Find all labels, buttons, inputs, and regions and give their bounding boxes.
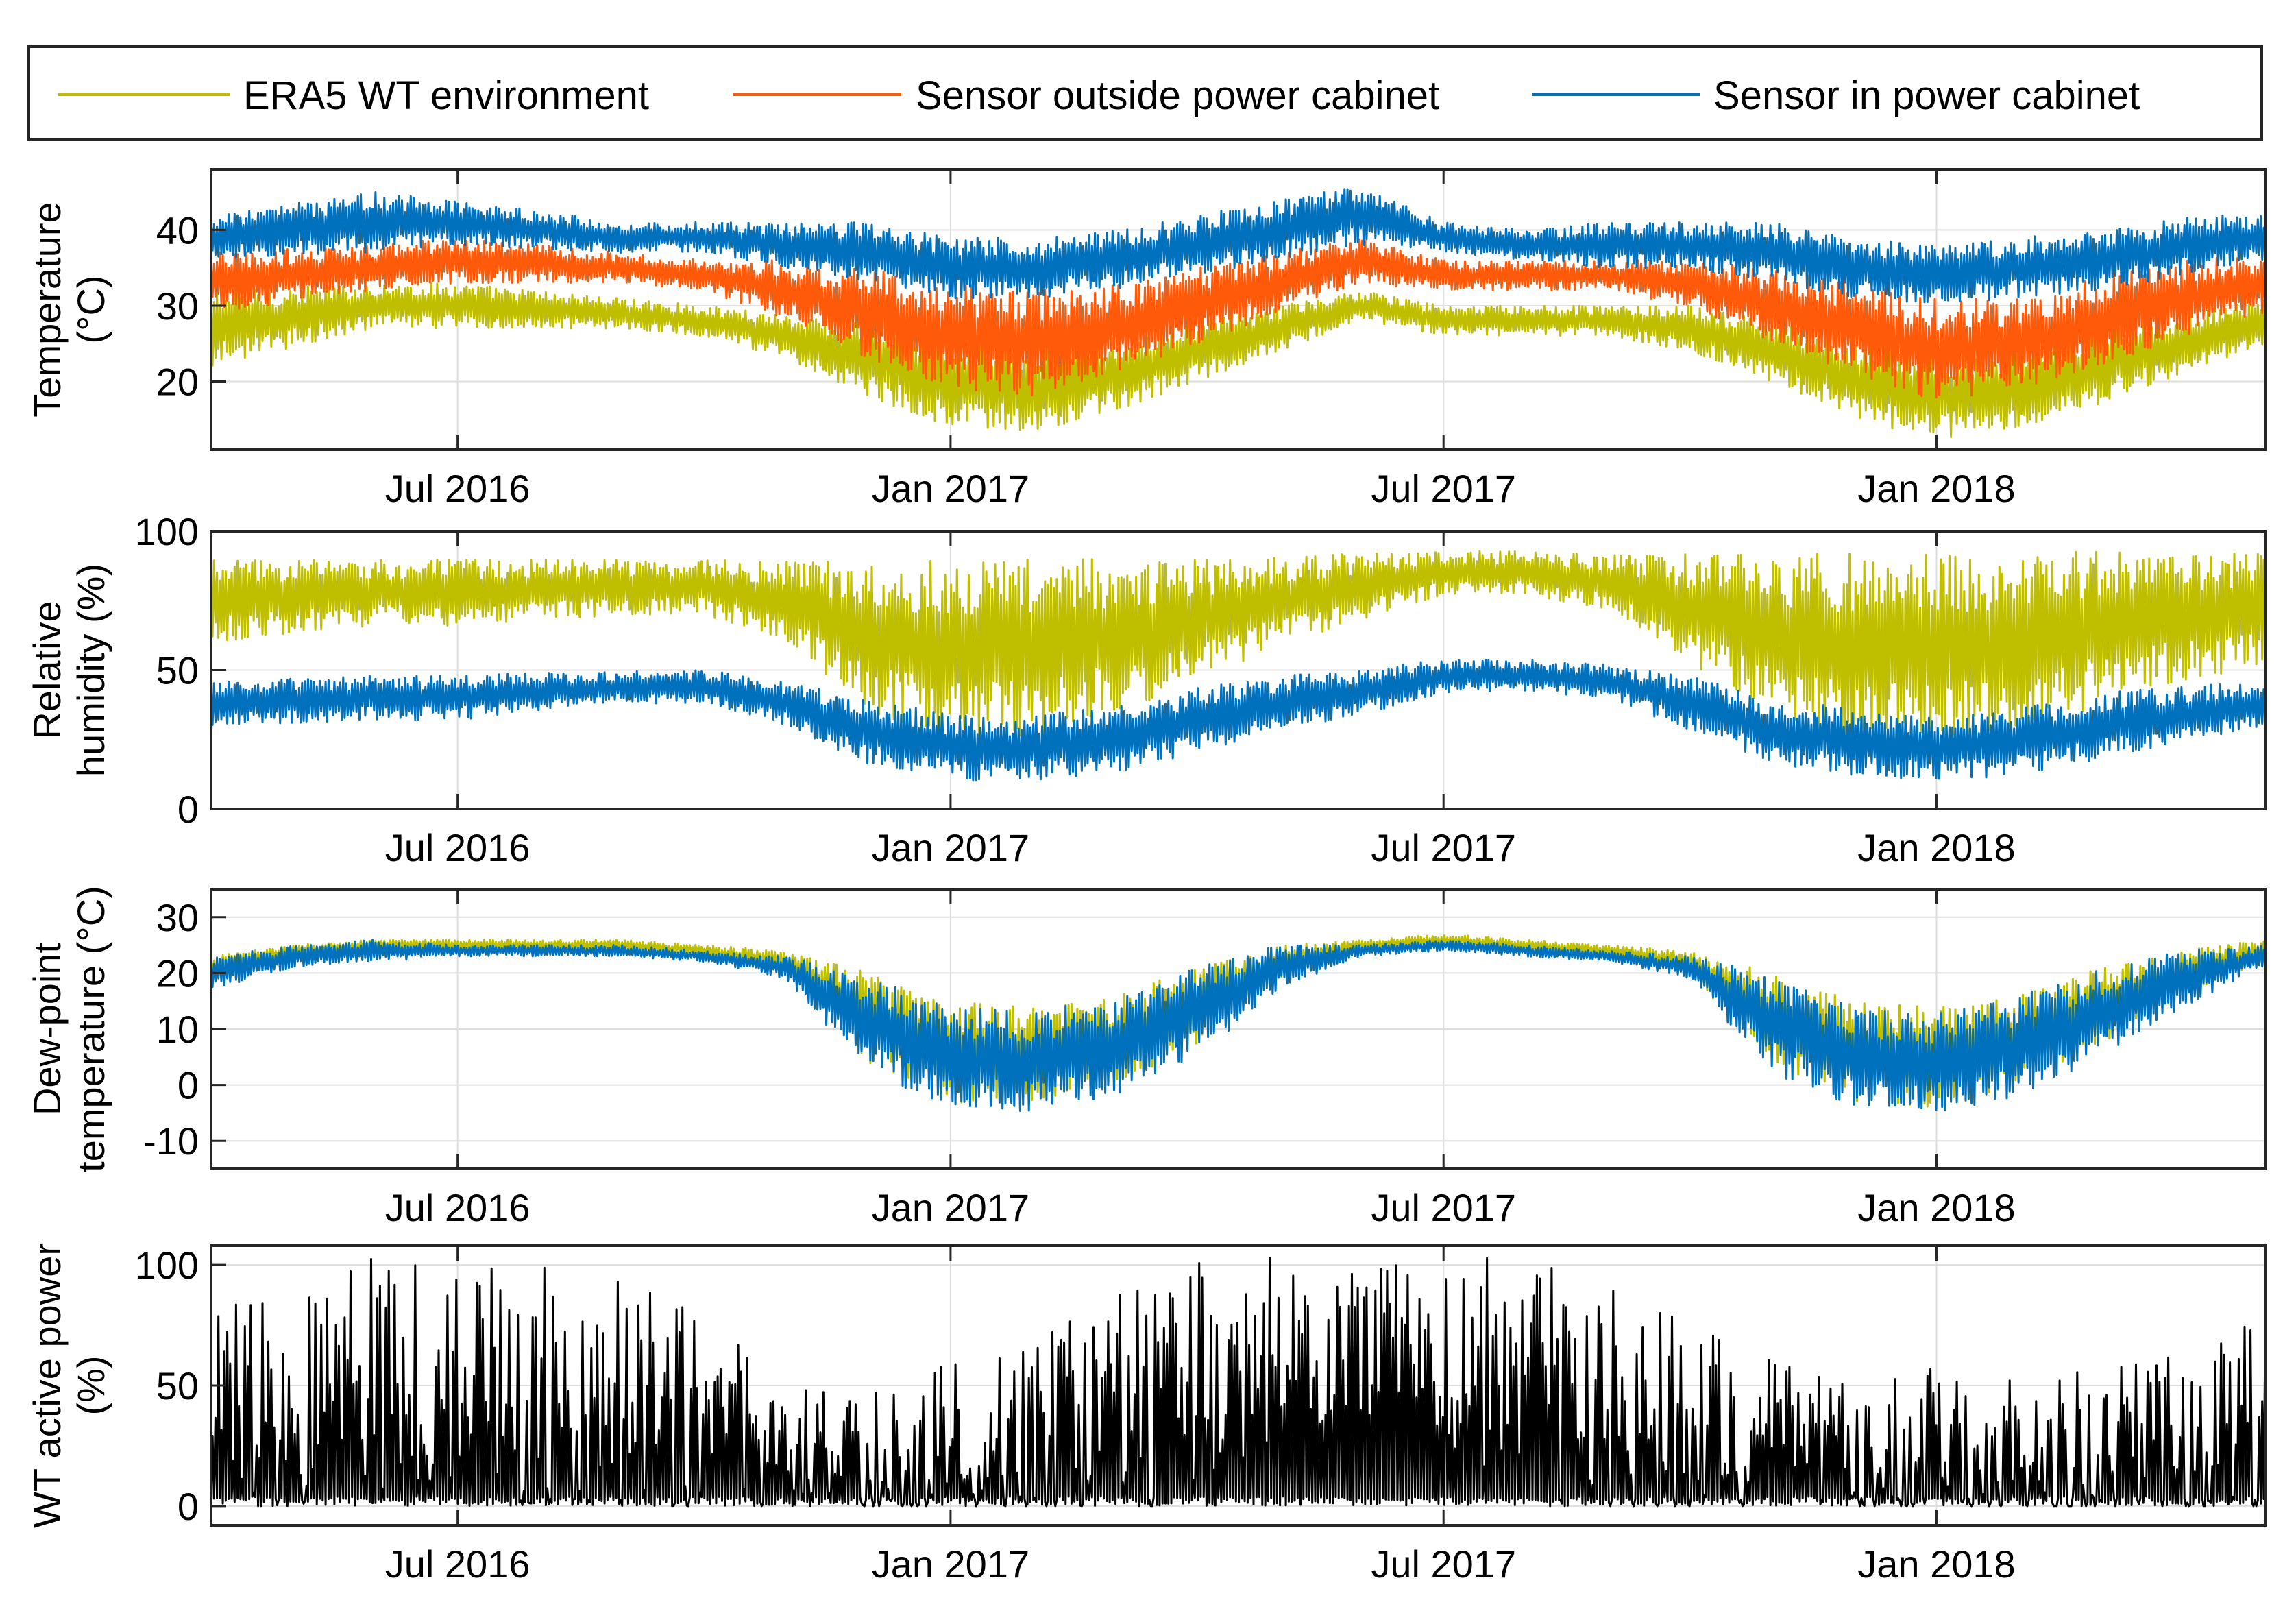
series-group xyxy=(211,934,2265,1112)
x-tick-label: Jul 2016 xyxy=(385,1542,530,1586)
series-line-sensor-in-power-cabinet xyxy=(211,658,2265,782)
series-line-sensor-in-power-cabinet xyxy=(211,188,2265,304)
y-tick-label: 0 xyxy=(178,788,199,831)
y-tick-label: 50 xyxy=(156,649,199,692)
y-tick-label: 100 xyxy=(135,1244,199,1287)
x-tick-label: Jul 2016 xyxy=(385,826,530,869)
y-tick-label: 0 xyxy=(178,1064,199,1107)
legend-label-outside: Sensor outside power cabinet xyxy=(916,73,1439,118)
dew-point-panel: -10 0 10 20 30 Jul 2016 Jan 2017 Jul 2017 Jan 20… xyxy=(25,886,2267,1229)
temperature-panel: 20 30 40 Jul 2016 Jan 2017 Jul 2017 Jan 2018 Te… xyxy=(25,168,2267,510)
axes-frame xyxy=(210,168,2267,451)
series-group xyxy=(211,188,2265,439)
x-tick-label: Jul 2017 xyxy=(1371,826,1516,869)
x-tick-label: Jul 2016 xyxy=(385,467,530,510)
y-tick-label: 30 xyxy=(156,285,199,328)
x-tick-label: Jul 2017 xyxy=(1371,467,1516,510)
series-line-sensor-in-power-cabinet xyxy=(211,939,2265,1112)
x-tick-label: Jan 2018 xyxy=(1857,1186,2015,1229)
x-tick-label: Jan 2018 xyxy=(1857,467,2015,510)
series-line-wt-active-power xyxy=(211,1257,2265,1508)
y-axis-label: WT active power xyxy=(25,1243,69,1528)
legend-box xyxy=(27,45,2263,141)
x-tick-label: Jan 2017 xyxy=(872,826,1029,869)
series-line-sensor-outside-power-cabinet xyxy=(211,238,2265,399)
y-axis-label: humidity (%) xyxy=(69,564,112,777)
x-tick-label: Jul 2017 xyxy=(1371,1542,1516,1586)
x-tick-label: Jan 2018 xyxy=(1857,826,2015,869)
relative-humidity-panel: 0 50 100 Jul 2016 Jan 2017 Jul 2017 Jan 2018 Re… xyxy=(25,510,2267,869)
y-tick-label: 0 xyxy=(178,1485,199,1528)
y-tick-label: 20 xyxy=(156,361,199,404)
y-tick-label: 100 xyxy=(135,510,199,553)
y-axis-label: temperature (°C) xyxy=(69,886,112,1172)
y-axis-label: Temperature xyxy=(25,202,69,417)
legend-label-in-cabinet: Sensor in power cabinet xyxy=(1713,73,2140,118)
legend: ERA5 WT environment Sensor outside power… xyxy=(27,45,2263,141)
x-tick-label: Jan 2018 xyxy=(1857,1542,2015,1586)
y-axis-label: Dew-point xyxy=(25,943,69,1116)
series-group xyxy=(211,1257,2265,1508)
y-axis-label: (%) xyxy=(69,1355,112,1415)
series-group xyxy=(211,550,2265,782)
x-tick-label: Jan 2017 xyxy=(872,467,1029,510)
x-tick-label: Jan 2017 xyxy=(872,1186,1029,1229)
y-tick-label: 30 xyxy=(156,896,199,939)
y-tick-label: 20 xyxy=(156,952,199,995)
y-tick-label: 10 xyxy=(156,1008,199,1051)
x-tick-label: Jul 2016 xyxy=(385,1186,530,1229)
y-axis-label: Relative xyxy=(25,601,69,739)
active-power-panel: 0 50 100 Jul 2016 Jan 2017 Jul 2017 Jan 2018 WT… xyxy=(25,1243,2267,1586)
y-tick-label: 50 xyxy=(156,1364,199,1407)
series-line-era5-wt-environment xyxy=(211,550,2265,739)
legend-label-era5: ERA5 WT environment xyxy=(243,73,649,118)
x-tick-label: Jan 2017 xyxy=(872,1542,1029,1586)
y-axis-label: (°C) xyxy=(69,275,112,343)
x-tick-label: Jul 2017 xyxy=(1371,1186,1516,1229)
y-tick-label: -10 xyxy=(143,1119,199,1163)
y-tick-label: 40 xyxy=(156,208,199,252)
